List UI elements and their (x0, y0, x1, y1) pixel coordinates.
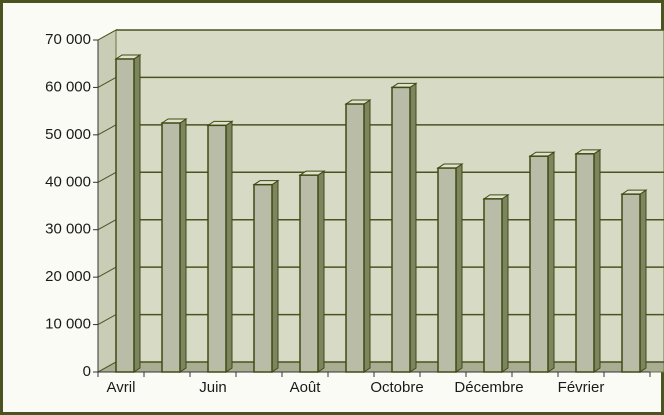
y-tick-label: 50 000 (45, 126, 91, 143)
bar (575, 153, 595, 373)
bar-side (501, 193, 509, 373)
bar-side (271, 179, 279, 373)
x-tick-label: Décembre (454, 379, 523, 396)
bar (345, 103, 365, 373)
bar (115, 58, 135, 373)
x-tick-label: Février (558, 379, 605, 396)
bar-side (547, 151, 555, 373)
x-tick-label: Août (290, 379, 322, 396)
grid-line-side (97, 124, 117, 136)
bar-side (179, 118, 187, 373)
bar (161, 122, 181, 373)
y-tick-label: 10 000 (45, 316, 91, 333)
x-tick-label: Avril (107, 379, 136, 396)
bar (253, 183, 273, 373)
bar (529, 155, 549, 373)
bar-side (363, 99, 371, 373)
bar (391, 86, 411, 373)
bar-side (409, 82, 417, 373)
grid-line-side (97, 76, 117, 88)
x-tick-label: Octobre (370, 379, 423, 396)
y-tick-label: 0 (83, 363, 91, 380)
bar (483, 198, 503, 373)
bar-side (455, 163, 463, 373)
y-tick-label: 60 000 (45, 78, 91, 95)
grid-line-side (97, 171, 117, 183)
bar-side (639, 189, 647, 373)
bar (299, 174, 319, 373)
x-tick-label: Juin (199, 379, 227, 396)
bar-side (225, 120, 233, 373)
y-tick-label: 30 000 (45, 221, 91, 238)
grid-line-side (97, 219, 117, 231)
bar (621, 193, 641, 373)
bar (437, 167, 457, 373)
grid-line-side (97, 29, 117, 41)
bar-side (133, 54, 141, 373)
y-tick-label: 70 000 (45, 31, 91, 48)
grid-line-side (97, 266, 117, 278)
bar-side (593, 148, 601, 373)
bar-side (317, 170, 325, 373)
grid-line-side (97, 361, 117, 373)
grid-line-side (97, 314, 117, 326)
y-tick-label: 40 000 (45, 173, 91, 190)
y-tick-label: 20 000 (45, 268, 91, 285)
side-wall (97, 29, 117, 373)
bar (207, 124, 227, 373)
